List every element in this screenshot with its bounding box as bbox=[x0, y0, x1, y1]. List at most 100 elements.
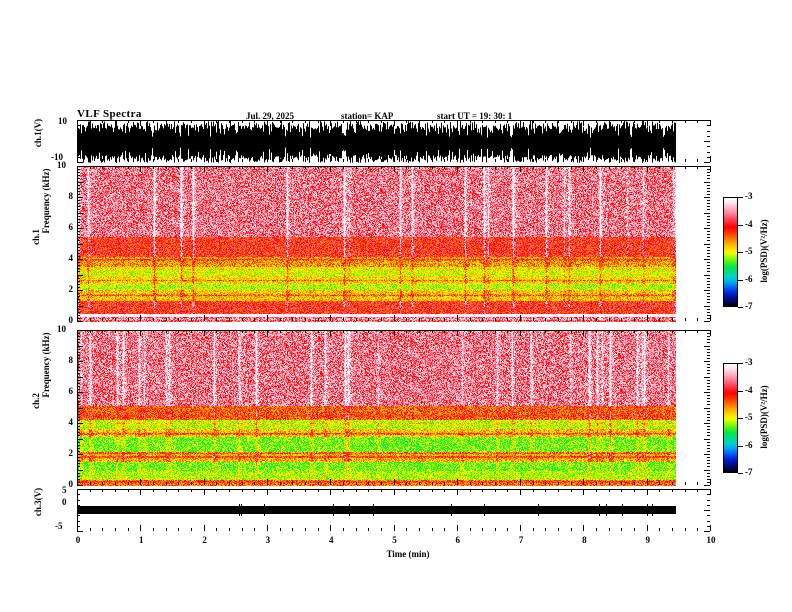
xtick-top-2-45 bbox=[646, 330, 648, 336]
ytick-left-ch1w-5 bbox=[77, 146, 80, 148]
cb2-ticklabel--3: -3 bbox=[745, 357, 753, 367]
xtick-top-3-2 bbox=[102, 489, 104, 492]
xtick-bottom-0-18 bbox=[304, 159, 306, 162]
xtick-top-0-25 bbox=[393, 120, 395, 126]
xtick-bottom-1-42 bbox=[608, 318, 610, 321]
xtick-bottom-3-46 bbox=[659, 528, 661, 531]
cb2-tick-2 bbox=[738, 418, 743, 419]
xtick-bottom-3-18 bbox=[304, 528, 306, 531]
ytick-left-ch2-6 bbox=[77, 466, 80, 468]
xtick-top-0-4 bbox=[127, 120, 129, 123]
ytick-right-ch3w-8 bbox=[704, 531, 710, 532]
xtick-top-0-23 bbox=[368, 120, 370, 123]
ytick-left-ch2-29 bbox=[77, 395, 80, 397]
xtick-top-0-24 bbox=[380, 120, 382, 123]
ytick-label-ch2-4: 4 bbox=[68, 417, 74, 427]
xtick-bottom-3-26 bbox=[406, 528, 408, 531]
ytick-left-ch1-7 bbox=[77, 299, 80, 301]
ytick-right-ch2-21 bbox=[707, 419, 710, 421]
xtick-top-0-34 bbox=[507, 120, 509, 123]
xtick-bottom-3-0 bbox=[77, 525, 78, 531]
ytick-left-ch2-17 bbox=[77, 432, 80, 434]
cb1-ticklabel--7: -7 bbox=[745, 301, 753, 311]
ytick-right-ch2-50 bbox=[704, 330, 710, 331]
ytick-right-ch1-45 bbox=[704, 181, 710, 183]
cb1-ticklabel--4: -4 bbox=[745, 218, 753, 229]
ytick-right-ch2-30 bbox=[704, 392, 710, 393]
ytick-left-ch2-30 bbox=[77, 392, 83, 393]
xtick-top-2-49 bbox=[697, 330, 699, 333]
xtick-bottom-2-43 bbox=[621, 482, 623, 485]
xtick-top-3-0 bbox=[77, 489, 78, 495]
ytick-left-ch1-21 bbox=[77, 255, 80, 257]
xtick-bottom-0-46 bbox=[659, 159, 661, 162]
xtick-top-1-33 bbox=[494, 166, 496, 169]
xtick-top-0-48 bbox=[684, 120, 686, 123]
xtick-top-3-22 bbox=[355, 489, 357, 492]
xtick-top-1-20 bbox=[330, 166, 332, 172]
xtick-bottom-1-13 bbox=[241, 318, 243, 321]
xtick-bottom-2-31 bbox=[469, 482, 471, 485]
xtick-bottom-2-26 bbox=[406, 482, 408, 485]
xtick-top-3-37 bbox=[545, 489, 547, 492]
ytick-right-ch2-42 bbox=[707, 354, 710, 356]
cb2-ticklabel--4: -4 bbox=[745, 384, 753, 395]
xtick-bottom-1-2 bbox=[102, 318, 104, 321]
ytick-right-ch2-5 bbox=[704, 469, 710, 471]
xtick-top-2-23 bbox=[368, 330, 370, 333]
ytick-right-ch2-11 bbox=[707, 450, 710, 452]
xtick-bottom-2-8 bbox=[178, 482, 180, 485]
xtick-bottom-1-24 bbox=[380, 318, 382, 321]
xtick-bottom-3-11 bbox=[216, 528, 218, 531]
xtick-label-3: 3 bbox=[265, 535, 271, 545]
ytick-left-ch2-10 bbox=[77, 454, 83, 455]
figure-date: Jul. 29, 2025 bbox=[246, 111, 295, 121]
xtick-bottom-0-38 bbox=[558, 159, 560, 162]
x-axis-label: Time (min) bbox=[0, 549, 792, 559]
xtick-bottom-3-41 bbox=[596, 528, 598, 531]
ytick-left-ch1-32 bbox=[77, 221, 80, 223]
xtick-bottom-1-34 bbox=[507, 318, 509, 321]
ytick-right-ch2-44 bbox=[707, 348, 710, 350]
xtick-bottom-0-21 bbox=[342, 159, 344, 162]
ytick-right-ch2-17 bbox=[707, 432, 710, 434]
xtick-bottom-3-24 bbox=[380, 528, 382, 531]
xtick-top-2-29 bbox=[444, 330, 446, 333]
ytick-right-ch1-35 bbox=[704, 212, 710, 214]
ytick-right-ch2-9 bbox=[707, 457, 710, 459]
ytick-left-ch2-40 bbox=[77, 361, 83, 362]
xtick-bottom-2-1 bbox=[89, 482, 91, 485]
xtick-top-3-38 bbox=[558, 489, 560, 492]
xtick-top-1-38 bbox=[558, 166, 560, 169]
xtick-top-3-13 bbox=[241, 489, 243, 492]
ytick-left-ch1-10 bbox=[77, 290, 83, 291]
ytick-right-ch1-46 bbox=[707, 178, 710, 180]
xtick-top-2-28 bbox=[431, 330, 433, 333]
xtick-bottom-3-12 bbox=[228, 528, 230, 531]
xtick-bottom-0-40 bbox=[583, 156, 585, 162]
xtick-bottom-2-2 bbox=[102, 482, 104, 485]
ytick-right-ch1-41 bbox=[707, 193, 710, 195]
ytick-right-ch2-22 bbox=[707, 416, 710, 418]
xtick-top-2-41 bbox=[596, 330, 598, 333]
xtick-top-1-29 bbox=[444, 166, 446, 169]
ytick-right-ch1w-2 bbox=[707, 130, 710, 132]
colorbar-ch2 bbox=[723, 363, 738, 473]
ch1-waveform-panel bbox=[77, 120, 711, 163]
ytick-right-ch1-42 bbox=[707, 190, 710, 192]
xtick-bottom-0-49 bbox=[697, 159, 699, 162]
ytick-left-ch1-3 bbox=[77, 311, 80, 313]
xtick-top-2-14 bbox=[254, 330, 256, 333]
xtick-top-0-26 bbox=[406, 120, 408, 123]
ch1-spec-ylabel-ch: ch.1 bbox=[31, 229, 41, 245]
xtick-bottom-1-35 bbox=[520, 315, 522, 321]
xtick-top-0-12 bbox=[228, 120, 230, 123]
xtick-bottom-1-7 bbox=[165, 318, 167, 321]
xtick-bottom-0-36 bbox=[532, 159, 534, 162]
xtick-top-0-31 bbox=[469, 120, 471, 123]
ytick-left-ch1-50 bbox=[77, 166, 83, 167]
ytick-right-ch2-38 bbox=[707, 367, 710, 369]
ytick-right-ch3w-5 bbox=[707, 515, 710, 517]
ytick-right-ch2-41 bbox=[707, 357, 710, 359]
